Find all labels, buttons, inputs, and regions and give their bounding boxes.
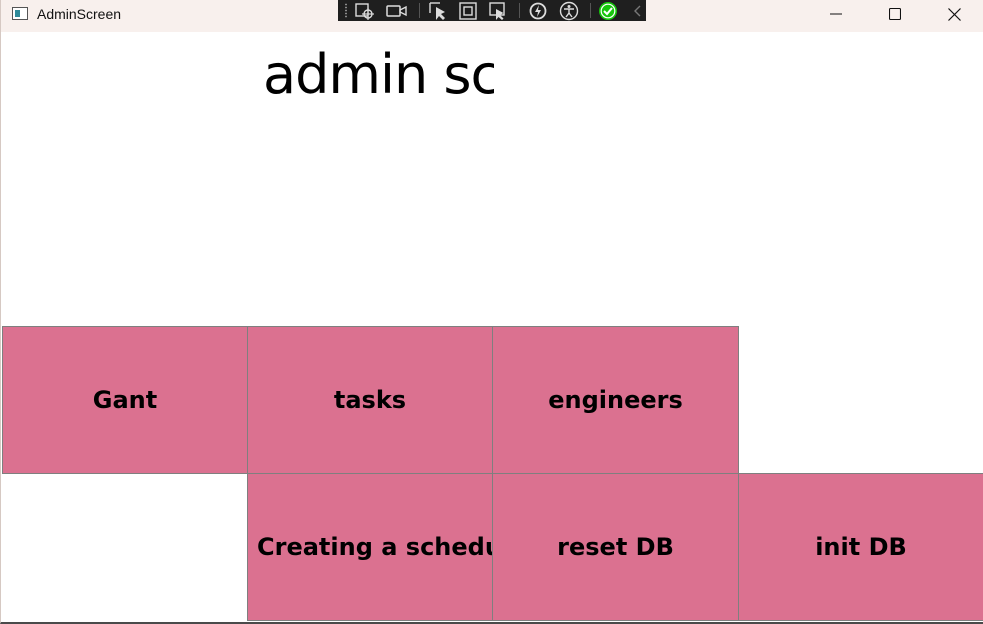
accessibility-icon[interactable] [559, 0, 579, 21]
maximize-icon [889, 8, 901, 20]
layout-adorner-icon[interactable] [459, 0, 477, 21]
toolbar-grip[interactable] [344, 3, 348, 18]
record-video-icon[interactable] [386, 0, 408, 21]
reset-db-button[interactable]: reset DB [492, 473, 739, 621]
toolbar-separator [589, 3, 591, 18]
toolbar-separator [419, 3, 420, 18]
select-element-icon[interactable] [355, 0, 375, 21]
engineers-button[interactable]: engineers [492, 326, 739, 474]
creating-schedule-button[interactable]: Creating a schedule [247, 473, 493, 621]
close-icon [947, 7, 961, 21]
close-button[interactable] [925, 0, 983, 28]
maximize-button[interactable] [866, 0, 924, 28]
toolbar-separator [518, 3, 520, 18]
checkmark-icon[interactable] [598, 0, 618, 21]
debug-toolbar [338, 0, 646, 21]
title-bar[interactable]: AdminScreen [1, 0, 983, 32]
track-focus-icon[interactable] [488, 0, 508, 21]
minimize-icon [830, 13, 842, 15]
page-title: admin scr [263, 43, 494, 106]
window-title: AdminScreen [37, 6, 122, 22]
hot-reload-icon[interactable] [528, 0, 548, 21]
tasks-button[interactable]: tasks [247, 326, 493, 474]
init-db-button[interactable]: init DB [738, 473, 983, 621]
collapse-chevron-icon[interactable] [629, 0, 646, 21]
minimize-button[interactable] [807, 0, 865, 28]
app-icon [12, 7, 28, 20]
gant-button[interactable]: Gant [2, 326, 248, 474]
pointer-select-icon[interactable] [428, 0, 448, 21]
